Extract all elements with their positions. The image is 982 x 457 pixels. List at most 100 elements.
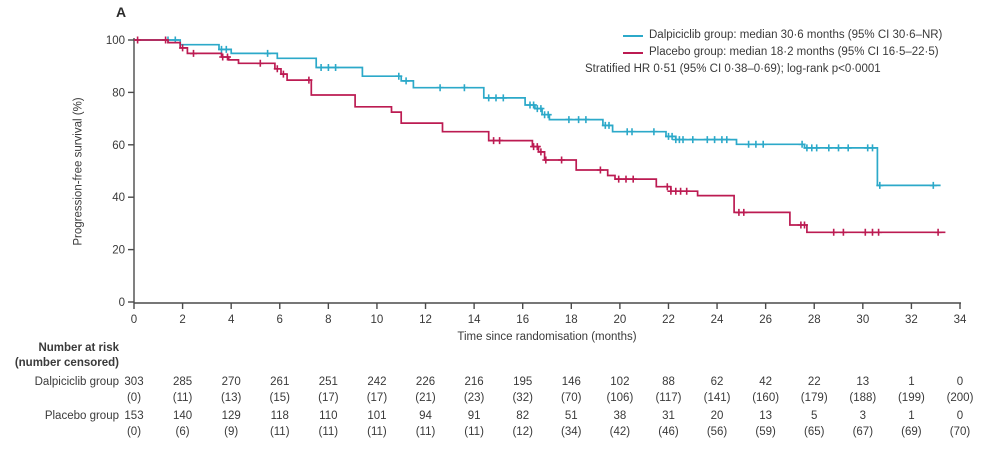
at-risk-value: 13 — [856, 376, 870, 388]
at-risk-value: 261 — [270, 376, 290, 388]
censored-value: (106) — [606, 392, 634, 404]
at-risk-value: 0 — [956, 376, 964, 388]
at-risk-value: 110 — [319, 410, 338, 422]
placebo-line-swatch — [623, 51, 643, 54]
censored-value: (11) — [318, 426, 339, 438]
y-axis-title: Progression-free survival (%) — [72, 97, 85, 246]
at-risk-value: 216 — [464, 376, 484, 388]
censored-value: (141) — [703, 392, 731, 404]
y-tick-label: 20 — [112, 245, 125, 257]
panel-label: A — [116, 4, 127, 20]
censored-value: (11) — [269, 426, 290, 438]
y-tick-label: 0 — [119, 297, 125, 309]
censored-value: (0) — [126, 426, 142, 438]
x-tick-label: 20 — [613, 314, 626, 326]
x-tick-label: 12 — [419, 314, 432, 326]
censored-value: (32) — [512, 392, 533, 404]
stratified-hr-annotation: Stratified HR 0·51 (95% CI 0·38–0·69); l… — [585, 63, 881, 75]
censored-value: (67) — [852, 426, 874, 438]
at-risk-value: 101 — [367, 410, 387, 422]
censored-value: (56) — [706, 426, 728, 438]
censored-value: (69) — [901, 426, 922, 438]
at-risk-value: 153 — [124, 410, 144, 422]
censored-value: (11) — [172, 392, 193, 404]
at-risk-value: 140 — [172, 410, 193, 422]
at-risk-value: 51 — [564, 410, 578, 422]
censored-value: (17) — [318, 392, 339, 404]
at-risk-value: 88 — [662, 376, 675, 388]
censored-value: (15) — [269, 392, 290, 404]
at-risk-value: 1 — [908, 410, 915, 422]
at-risk-value: 270 — [221, 376, 241, 388]
y-tick-label: 60 — [112, 140, 125, 152]
legend-item-dalpiciclib: Dalpiciclib group: median 30·6 months (9… — [623, 27, 942, 44]
at-risk-value: 0 — [956, 410, 964, 422]
at-risk-value: 82 — [516, 410, 530, 422]
at-risk-value: 226 — [415, 376, 436, 388]
risk-row-label: Placebo group — [44, 410, 119, 422]
x-tick-label: 2 — [179, 314, 185, 326]
censored-value: (0) — [126, 392, 142, 404]
censored-value: (13) — [220, 392, 242, 404]
censored-value: (12) — [512, 426, 533, 438]
censored-value: (199) — [897, 392, 925, 404]
at-risk-value: 5 — [811, 410, 818, 422]
x-tick-label: 32 — [905, 314, 918, 326]
censored-value: (42) — [609, 426, 631, 438]
legend: Dalpiciclib group: median 30·6 months (9… — [585, 27, 942, 78]
censored-value: (21) — [415, 392, 436, 404]
censored-value: (9) — [224, 426, 239, 438]
censored-value: (70) — [561, 392, 582, 404]
censored-value: (23) — [463, 392, 485, 404]
at-risk-value: 91 — [467, 410, 481, 422]
at-risk-value: 118 — [270, 410, 289, 422]
censored-value: (11) — [464, 426, 484, 438]
at-risk-value: 38 — [613, 410, 627, 422]
y-tick-label: 80 — [112, 87, 125, 99]
x-tick-label: 26 — [759, 314, 772, 326]
censored-value: (11) — [367, 426, 387, 438]
x-tick-label: 22 — [662, 314, 675, 326]
legend-item-placebo: Placebo group: median 18·2 months (95% C… — [623, 44, 942, 61]
at-risk-value: 146 — [561, 376, 581, 388]
censored-value: (179) — [800, 392, 828, 404]
x-tick-label: 28 — [808, 314, 821, 326]
at-risk-value: 303 — [124, 376, 144, 388]
x-tick-label: 16 — [516, 314, 529, 326]
censored-value: (46) — [658, 426, 679, 438]
y-tick-label: 40 — [112, 192, 125, 204]
x-axis-title: Time since randomisation (months) — [457, 331, 637, 343]
x-tick-label: 14 — [468, 314, 481, 326]
at-risk-value: 129 — [221, 410, 241, 422]
at-risk-value: 195 — [513, 376, 533, 388]
risk-row-label: Dalpiciclib group — [34, 376, 119, 388]
axes — [133, 38, 961, 304]
x-tick-label: 4 — [228, 314, 235, 326]
at-risk-value: 285 — [172, 376, 193, 388]
censor-marks-placebo — [134, 36, 942, 236]
censored-value: (34) — [561, 426, 582, 438]
legend-label-dalpiciclib: Dalpiciclib group: median 30·6 months (9… — [649, 29, 943, 41]
x-tick-label: 10 — [371, 314, 384, 326]
x-tick-label: 6 — [277, 314, 283, 326]
censored-value: (160) — [752, 392, 780, 404]
legend-label-placebo: Placebo group: median 18·2 months (95% C… — [649, 46, 939, 58]
at-risk-value: 20 — [710, 410, 724, 422]
censored-value: (188) — [849, 392, 877, 404]
censored-value: (6) — [175, 426, 190, 438]
at-risk-value: 102 — [610, 376, 630, 388]
censored-value: (70) — [949, 426, 971, 438]
x-tick-label: 18 — [565, 314, 578, 326]
censored-value: (65) — [804, 426, 825, 438]
at-risk-value: 1 — [908, 376, 915, 388]
at-risk-value: 22 — [807, 376, 821, 388]
x-tick-label: 0 — [131, 314, 137, 326]
censored-value: (17) — [366, 392, 388, 404]
x-tick-label: 30 — [856, 314, 869, 326]
x-tick-label: 8 — [325, 314, 331, 326]
dalpiciclib-line-swatch — [623, 34, 643, 37]
at-risk-value: 3 — [859, 410, 867, 422]
censored-value: (117) — [655, 392, 682, 404]
